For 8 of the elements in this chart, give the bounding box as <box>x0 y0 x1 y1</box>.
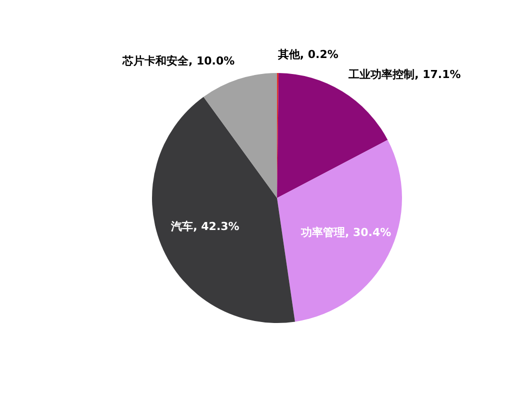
slice-label: 工业功率控制, 17.1% <box>348 68 461 82</box>
slice-label: 芯片卡和安全, 10.0% <box>121 54 235 68</box>
pie-slice <box>277 140 402 322</box>
slice-label: 其他, 0.2% <box>276 48 338 62</box>
slice-label: 汽车, 42.3% <box>170 220 240 234</box>
slice-label: 功率管理, 30.4% <box>300 226 392 240</box>
pie-slice <box>204 73 277 198</box>
pie-slice <box>152 96 295 323</box>
